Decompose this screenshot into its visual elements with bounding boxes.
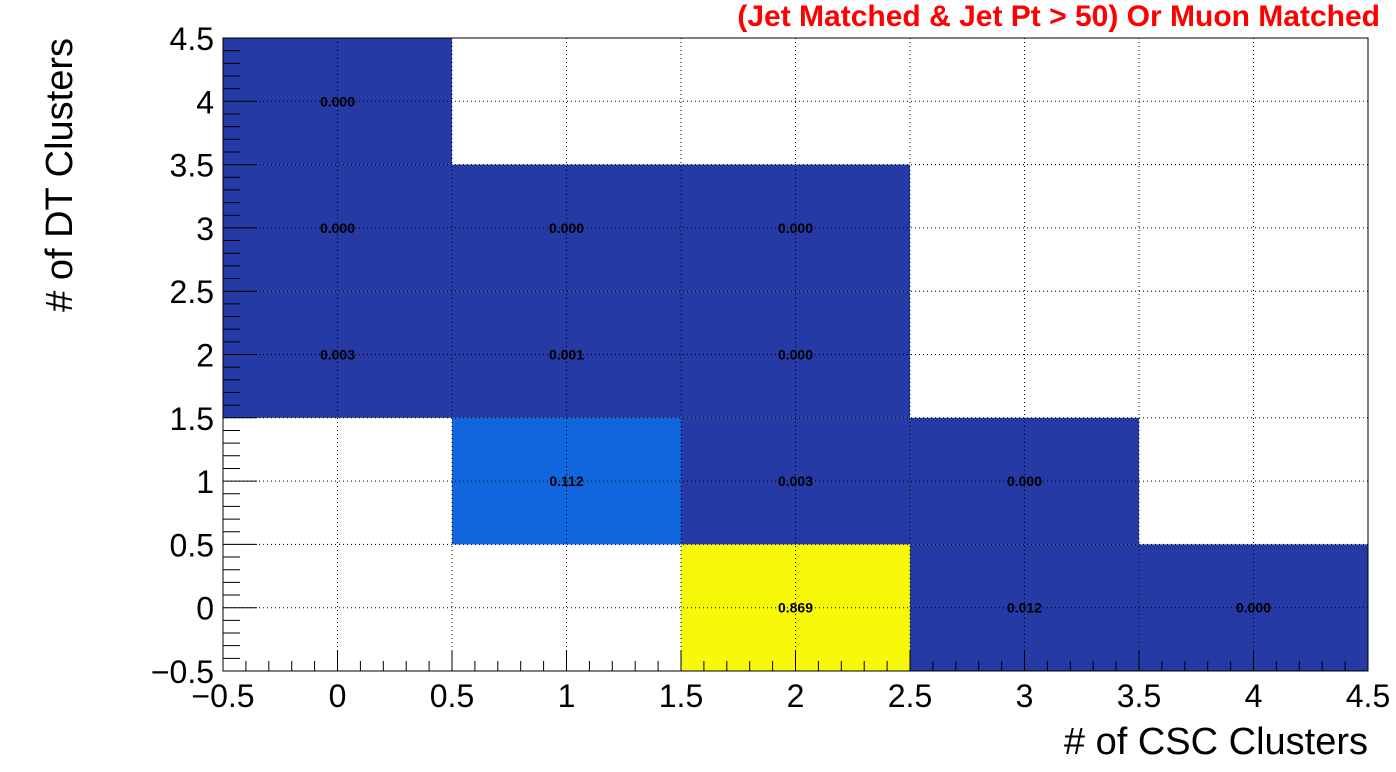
- x-tick-label: 1.5: [659, 678, 703, 714]
- cell-value-label: 0.869: [778, 600, 813, 616]
- grid-lines: [223, 38, 1368, 671]
- cell-value-label: 0.003: [320, 347, 355, 363]
- cell-value-label: 0.003: [778, 473, 813, 489]
- cell-value-label: 0.000: [320, 220, 355, 236]
- cell-value-label: 0.000: [778, 347, 813, 363]
- y-tick-label: 4.5: [170, 21, 214, 57]
- x-tick-label: 1: [558, 678, 576, 714]
- x-tick-label: 0.5: [430, 678, 474, 714]
- x-axis-title: # of CSC Clusters: [1064, 721, 1368, 763]
- cell-value-label: 0.000: [549, 220, 584, 236]
- cell-value-label: 0.001: [549, 347, 584, 363]
- x-tick-label: 4: [1245, 678, 1263, 714]
- y-tick-label: 2.5: [170, 274, 214, 310]
- cell-value-labels: 0.000 0.000 0.000 0.000 0.003 0.001 0.000 0.112…: [320, 93, 1271, 615]
- cell-value-label: 0.000: [320, 93, 355, 109]
- x-tick-label: −0.5: [191, 678, 254, 714]
- cell-value-label: 0.112: [549, 473, 583, 489]
- x-tick-label: 3: [1016, 678, 1034, 714]
- cell-value-label: 0.000: [1007, 473, 1042, 489]
- y-tick-label: 0: [196, 591, 214, 627]
- y-tick-label: 1: [196, 464, 214, 500]
- y-tick-label: 0.5: [170, 527, 214, 563]
- axis-ticks: [222, 37, 1369, 672]
- y-tick-labels: −0.5 0 0.5 1 1.5 2 2.5 3 3.5 4 4.5: [151, 21, 214, 690]
- x-tick-label: 4.5: [1346, 678, 1390, 714]
- cell-value-label: 0.012: [1007, 600, 1042, 616]
- x-tick-label: 0: [329, 678, 347, 714]
- y-tick-label: 1.5: [170, 401, 214, 437]
- y-axis-title: # of DT Clusters: [39, 38, 81, 312]
- x-tick-labels: −0.5 0 0.5 1 1.5 2 2.5 3 3.5 4 4.5: [191, 678, 1390, 714]
- x-tick-label: 2: [787, 678, 805, 714]
- cell-value-label: 0.000: [778, 220, 813, 236]
- heatmap-cell: [1139, 544, 1368, 671]
- x-tick-label: 3.5: [1117, 678, 1161, 714]
- cell-value-label: 0.000: [1236, 600, 1271, 616]
- heatmap-cell: [223, 38, 452, 165]
- y-tick-label: 3.5: [170, 148, 214, 184]
- x-tick-label: 2.5: [888, 678, 932, 714]
- chart-title: (Jet Matched & Jet Pt > 50) Or Muon Matc…: [737, 0, 1380, 33]
- y-tick-label: 2: [196, 338, 214, 374]
- heatmap-cell: [910, 544, 1139, 671]
- y-tick-label: 4: [196, 84, 214, 120]
- y-tick-label: −0.5: [151, 654, 214, 690]
- y-tick-label: 3: [196, 211, 214, 247]
